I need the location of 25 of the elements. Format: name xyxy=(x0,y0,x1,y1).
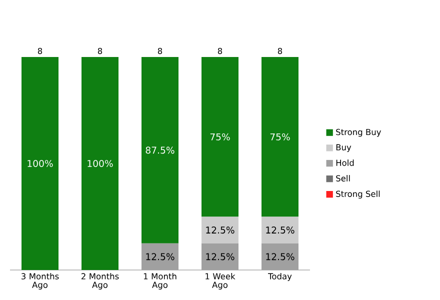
legend-label: Buy xyxy=(336,144,352,152)
x-tick-label: 3 Months Ago xyxy=(22,273,59,290)
legend-label: Strong Sell xyxy=(336,190,380,199)
data-label: 100% xyxy=(88,160,113,168)
legend-label: Sell xyxy=(336,175,350,182)
data-label: 12.5% xyxy=(206,253,234,260)
x-tick-label: 1 Month Ago xyxy=(144,273,176,290)
data-label: 12.5% xyxy=(266,253,294,260)
legend-label: Strong Buy xyxy=(336,128,382,137)
data-label: 12.5% xyxy=(206,226,234,234)
data-label: 12.5% xyxy=(266,226,294,234)
annotation: 8 xyxy=(278,48,282,54)
x-tick-label: Today xyxy=(268,273,292,282)
x-tick-label: 2 Months Ago xyxy=(81,273,119,290)
annotation: 8 xyxy=(38,48,42,54)
data-label: 87.5% xyxy=(146,146,174,154)
data-label: 12.5% xyxy=(146,253,174,260)
annotation: 8 xyxy=(158,48,162,54)
data-label: 100% xyxy=(28,160,53,168)
x-tick-label: 1 Week Ago xyxy=(206,273,236,290)
data-label: 75% xyxy=(210,133,230,140)
legend-label: Hold xyxy=(336,160,354,166)
annotation: 8 xyxy=(218,48,222,54)
data-label: 75% xyxy=(270,133,290,140)
annotation: 8 xyxy=(98,48,102,54)
